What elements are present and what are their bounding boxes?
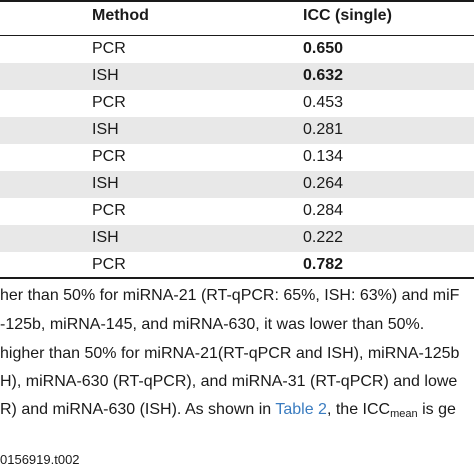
table-row: ISH 0.264 [0, 171, 474, 198]
footnote-line-5-icc: , the ICC [326, 401, 391, 418]
cell-method: ISH [92, 121, 119, 138]
table-row: PCR 0.782 [0, 252, 474, 279]
cell-method: ISH [92, 229, 119, 246]
cell-method: PCR [92, 94, 126, 111]
doi-label: 0156919.t002 [0, 452, 80, 467]
cell-icc: 0.281 [303, 121, 344, 138]
icc-mean-subscript: mean [390, 408, 418, 420]
cell-method: ISH [92, 67, 119, 84]
cell-icc: 0.650 [303, 40, 344, 57]
table-2-link[interactable]: Table 2 [275, 401, 327, 418]
footnote-line-5-text: R) and miRNA-630 (ISH). As shown in [0, 401, 276, 418]
footnote-line-3: higher than 50% for miRNA-21(RT-qPCR and… [0, 345, 460, 362]
cell-icc: 0.632 [303, 67, 344, 84]
cell-method: PCR [92, 148, 126, 165]
cell-method: ISH [92, 175, 119, 192]
table-row: ISH 0.281 [0, 117, 474, 144]
footnote-line-5-end: is ge [417, 401, 456, 418]
cell-method: PCR [92, 40, 126, 57]
footnote-line-2: -125b, miRNA-145, and miRNA-630, it was … [0, 316, 425, 333]
table-row: PCR 0.453 [0, 90, 474, 117]
table-row: PCR 0.650 [0, 36, 474, 63]
header-icc: ICC (single) [303, 7, 392, 24]
cell-icc: 0.782 [303, 256, 344, 273]
cell-icc: 0.222 [303, 229, 344, 246]
footnote-line-1: her than 50% for miRNA-21 (RT-qPCR: 65%,… [0, 287, 460, 304]
header-method: Method [92, 7, 149, 24]
cell-icc: 0.264 [303, 175, 344, 192]
cell-icc: 0.284 [303, 202, 344, 219]
table-row: ISH 0.632 [0, 63, 474, 90]
table-row: PCR 0.134 [0, 144, 474, 171]
table-bottom-rule [0, 277, 474, 279]
cell-method: PCR [92, 202, 126, 219]
table-header-rule [0, 35, 474, 37]
cell-icc: 0.134 [303, 148, 344, 165]
footnote-line-5: R) and miRNA-630 (ISH). As shown in Tabl… [0, 400, 456, 424]
table-row: PCR 0.284 [0, 198, 474, 225]
table-row: ISH 0.222 [0, 225, 474, 252]
cell-icc: 0.453 [303, 94, 344, 111]
table-top-rule [0, 0, 474, 2]
cell-method: PCR [92, 256, 126, 273]
footnote-line-4: H), miRNA-630 (RT-qPCR), and miRNA-31 (R… [0, 373, 458, 390]
